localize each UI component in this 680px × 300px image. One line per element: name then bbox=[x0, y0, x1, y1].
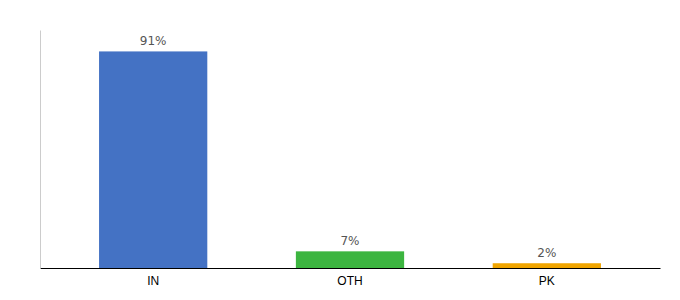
data-labels: 91% 7% 2% bbox=[140, 34, 557, 260]
plot: IN OTH PK 91% 7% 2% bbox=[41, 31, 661, 288]
bar bbox=[296, 251, 404, 268]
y-axis-line bbox=[40, 31, 41, 269]
x-tick-label: OTH bbox=[337, 274, 362, 288]
x-tick-label: PK bbox=[539, 274, 555, 288]
chart-container: IN OTH PK 91% 7% 2% bbox=[0, 0, 680, 300]
data-label: 7% bbox=[340, 234, 359, 248]
x-axis-line bbox=[41, 268, 661, 269]
x-tick-label: IN bbox=[147, 274, 159, 288]
x-tick: IN bbox=[147, 268, 159, 288]
x-axis: IN OTH PK bbox=[41, 268, 661, 288]
x-tick: OTH bbox=[337, 268, 362, 288]
data-label: 91% bbox=[140, 34, 167, 48]
bar bbox=[493, 263, 601, 268]
bar bbox=[99, 51, 207, 268]
x-tick: PK bbox=[539, 268, 555, 288]
data-label: 2% bbox=[537, 246, 556, 260]
y-axis bbox=[40, 31, 41, 269]
chart-svg: IN OTH PK 91% 7% 2% bbox=[0, 0, 680, 300]
bars bbox=[99, 51, 601, 268]
